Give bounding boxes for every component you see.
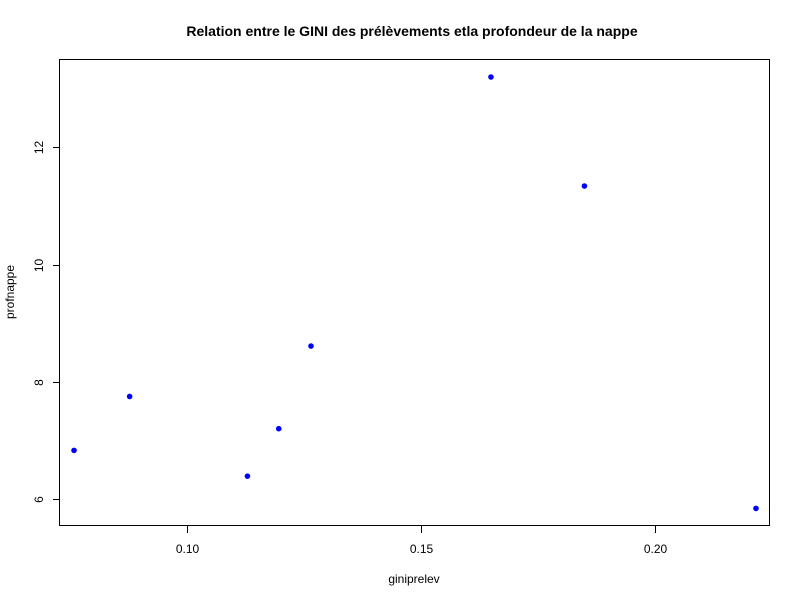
data-point <box>753 505 759 512</box>
chart-title: Relation entre le GINI des prélèvements … <box>186 23 637 39</box>
x-tick-label: 0.10 <box>176 542 200 556</box>
y-tick-label: 12 <box>32 141 46 155</box>
x-axis: 0.10 0.15 0.20 <box>176 526 668 556</box>
y-tick-label: 8 <box>32 379 46 386</box>
data-point <box>488 74 494 80</box>
y-tick-label: 10 <box>32 259 46 273</box>
data-point <box>244 473 251 479</box>
data-point <box>126 393 133 400</box>
plot-frame <box>59 59 770 526</box>
x-tick-label: 0.15 <box>410 542 434 556</box>
y-axis-label: profnappe <box>3 265 17 319</box>
data-point <box>275 425 282 432</box>
x-axis-label: giniprelev <box>388 572 439 586</box>
y-axis: 6 8 10 12 <box>32 141 60 503</box>
data-point <box>581 183 588 189</box>
data-point <box>308 343 314 349</box>
y-tick-label: 6 <box>32 496 46 503</box>
x-tick-label: 0.20 <box>644 542 668 556</box>
data-point <box>71 447 77 454</box>
data-points <box>71 74 759 512</box>
